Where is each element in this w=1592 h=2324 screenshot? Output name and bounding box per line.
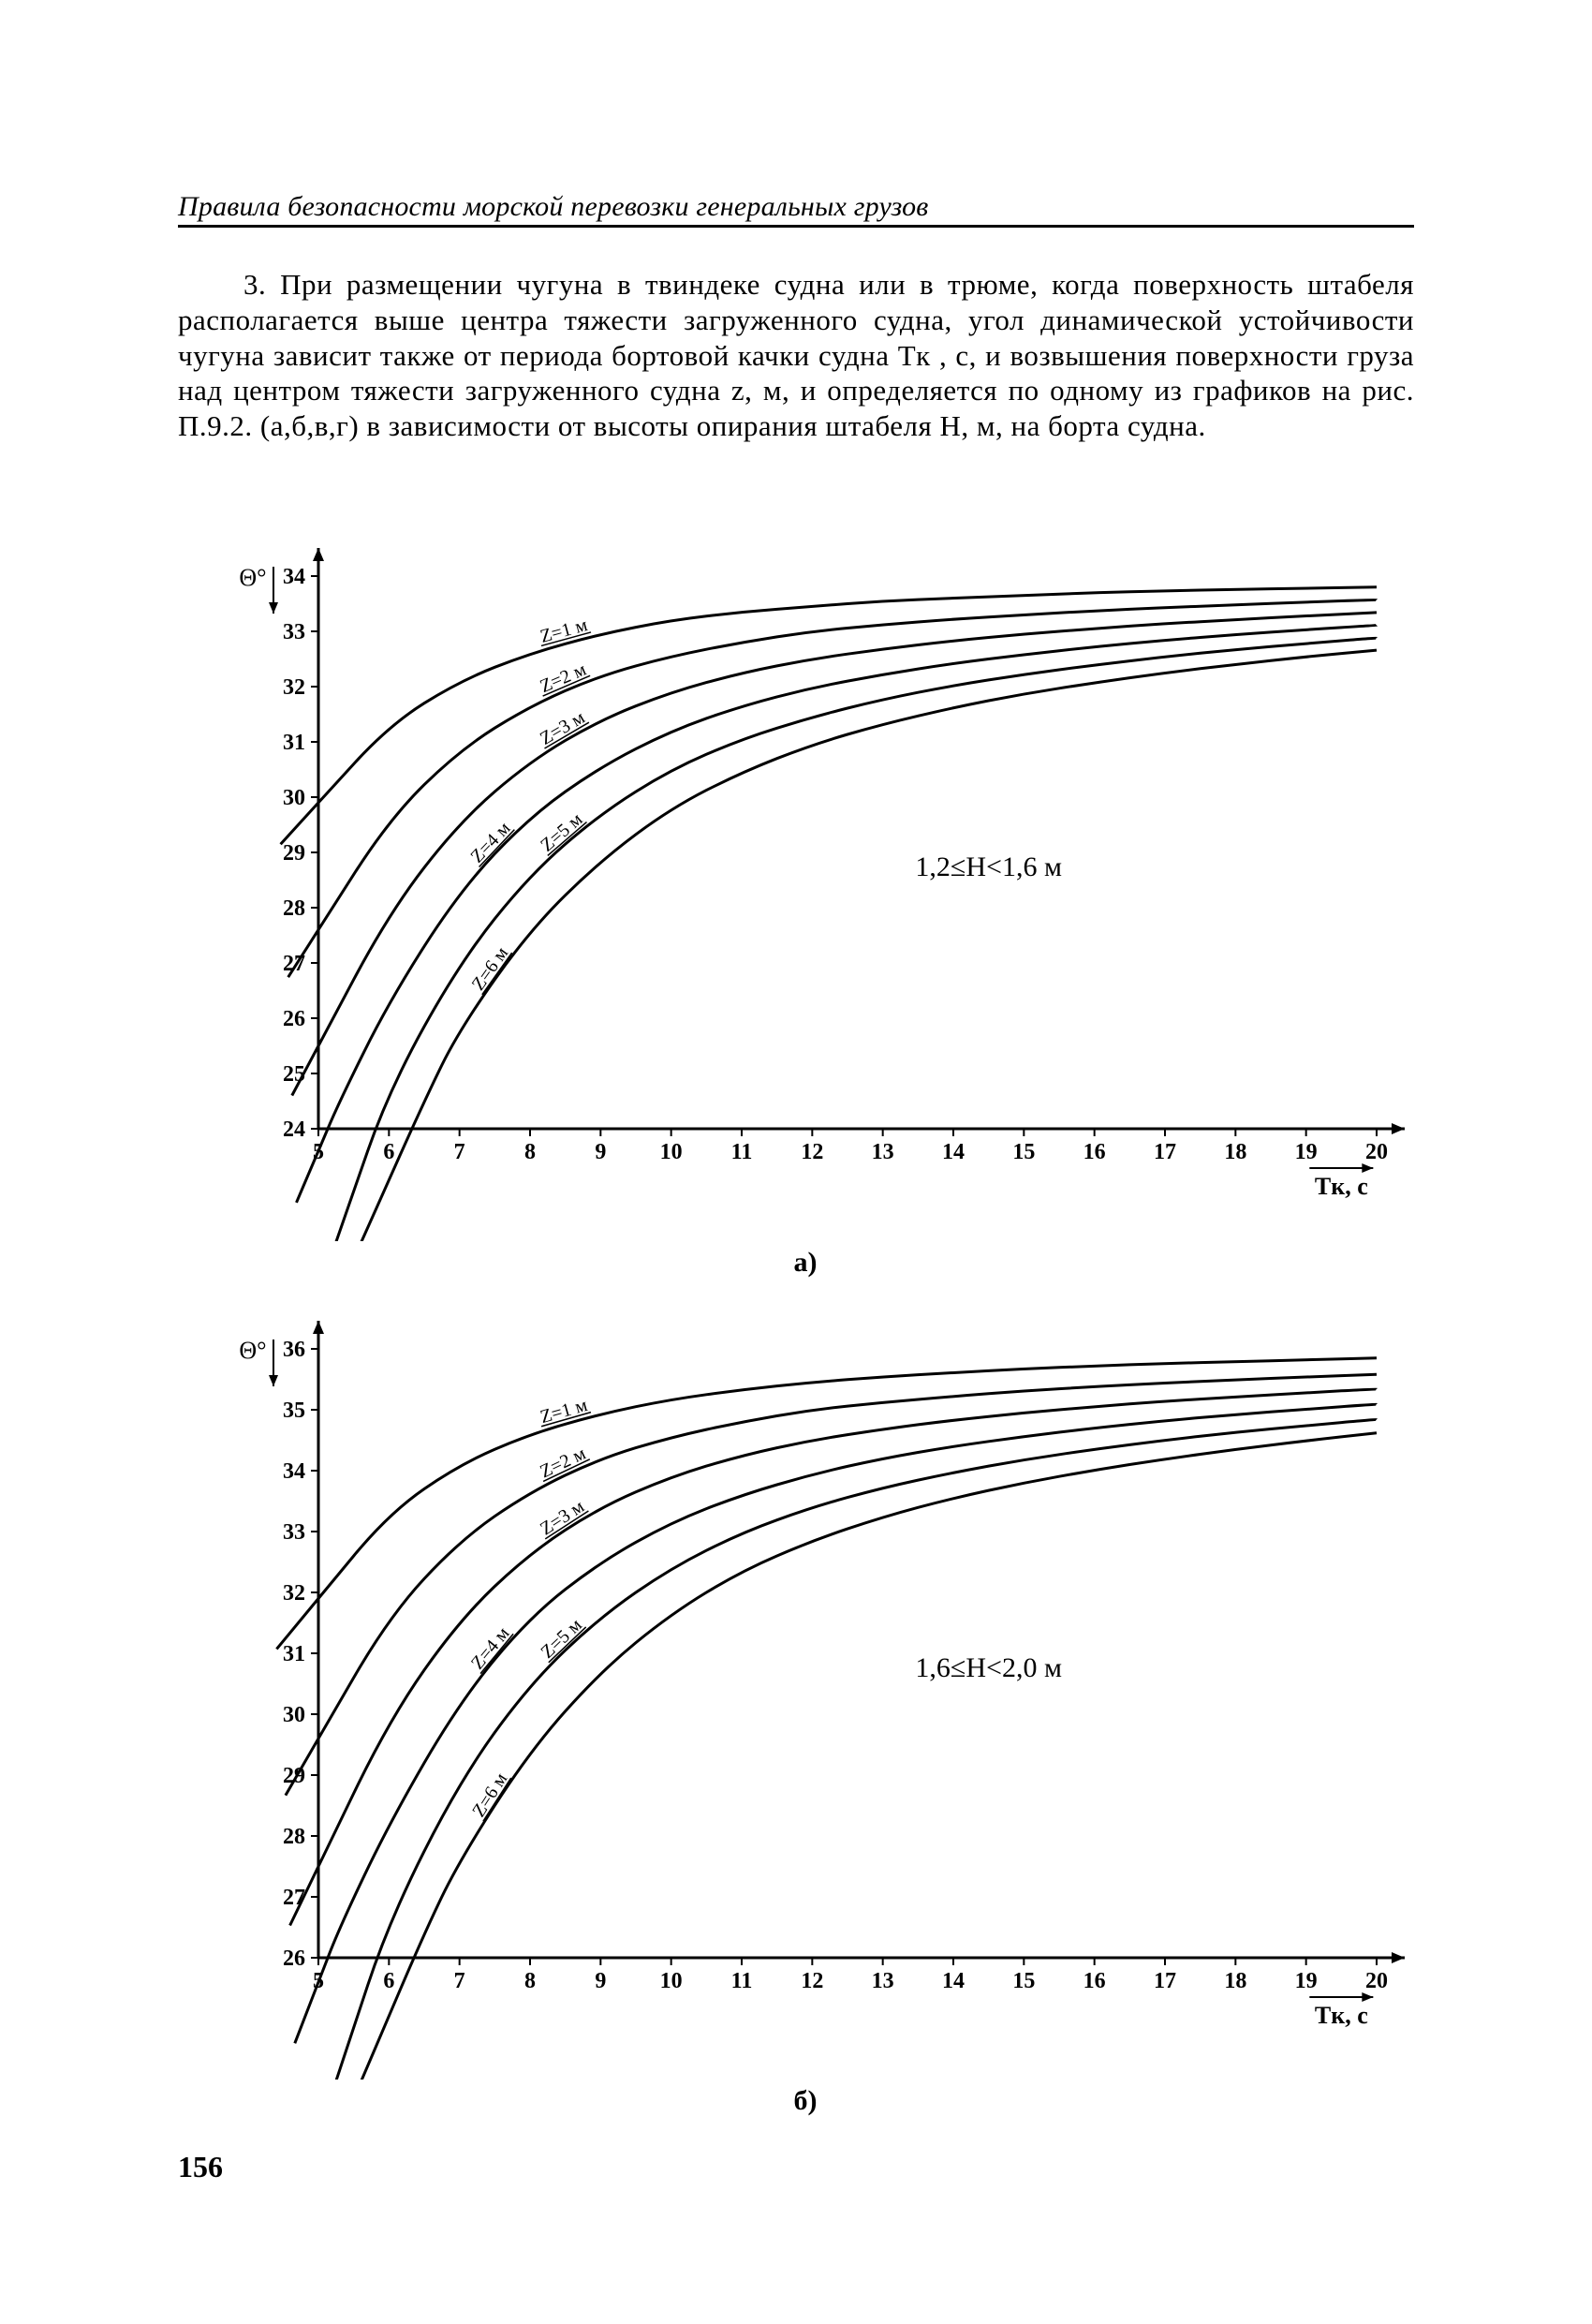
- svg-text:6: 6: [383, 1969, 394, 1993]
- svg-text:20: 20: [1365, 1969, 1388, 1993]
- svg-text:7: 7: [454, 1140, 465, 1164]
- svg-text:Tк, с: Tк, с: [1315, 2002, 1368, 2029]
- svg-text:17: 17: [1154, 1140, 1176, 1164]
- svg-text:16: 16: [1083, 1140, 1106, 1164]
- svg-text:29: 29: [283, 841, 305, 866]
- svg-text:24: 24: [283, 1118, 305, 1142]
- svg-text:12: 12: [801, 1969, 823, 1993]
- paragraph-text: 3. При размещении чугуна в твиндеке судн…: [178, 268, 1414, 442]
- curve: [326, 1419, 1377, 2080]
- svg-text:12: 12: [801, 1140, 823, 1164]
- svg-text:18: 18: [1224, 1140, 1246, 1164]
- svg-text:18: 18: [1224, 1969, 1246, 1993]
- svg-text:17: 17: [1154, 1969, 1176, 1993]
- svg-text:19: 19: [1295, 1969, 1318, 1993]
- svg-text:9: 9: [595, 1140, 606, 1164]
- svg-text:32: 32: [283, 1581, 305, 1606]
- svg-text:30: 30: [283, 786, 305, 810]
- svg-text:10: 10: [660, 1969, 683, 1993]
- svg-text:10: 10: [660, 1140, 683, 1164]
- chart-a: Θ°24252627282930313233345678910111213141…: [197, 529, 1414, 1279]
- svg-text:13: 13: [872, 1140, 894, 1164]
- svg-text:15: 15: [1012, 1140, 1035, 1164]
- paragraph-3: 3. При размещении чугуна в твиндеке судн…: [178, 267, 1414, 444]
- svg-text:33: 33: [283, 620, 305, 644]
- svg-text:8: 8: [524, 1140, 536, 1164]
- curve: [328, 638, 1377, 1241]
- chart-condition-label: 1,6≤H<2,0 м: [915, 1652, 1062, 1683]
- svg-text:28: 28: [283, 1825, 305, 1849]
- curve-label: Z=1 м: [538, 1395, 590, 1428]
- page-header: Правила безопасности морской перевозки г…: [178, 191, 1414, 228]
- svg-text:7: 7: [454, 1969, 465, 1993]
- svg-text:14: 14: [942, 1969, 965, 1993]
- svg-text:32: 32: [283, 675, 305, 700]
- svg-text:16: 16: [1083, 1969, 1106, 1993]
- svg-text:28: 28: [283, 896, 305, 921]
- chart-a-caption: а): [197, 1247, 1414, 1279]
- svg-text:13: 13: [872, 1969, 894, 1993]
- svg-text:Tк, с: Tк, с: [1315, 1173, 1368, 1200]
- svg-text:19: 19: [1295, 1140, 1318, 1164]
- svg-text:31: 31: [283, 731, 305, 755]
- svg-text:8: 8: [524, 1969, 536, 1993]
- svg-text:Θ°: Θ°: [239, 564, 266, 591]
- svg-text:31: 31: [283, 1642, 305, 1666]
- svg-text:33: 33: [283, 1520, 305, 1545]
- svg-text:9: 9: [595, 1969, 606, 1993]
- svg-text:30: 30: [283, 1703, 305, 1727]
- svg-text:15: 15: [1012, 1969, 1035, 1993]
- chart-b-caption: б): [197, 2085, 1414, 2117]
- svg-text:34: 34: [283, 1459, 305, 1484]
- curve: [349, 1433, 1377, 2080]
- curve-label: Z=6 м: [468, 1769, 511, 1821]
- svg-text:6: 6: [383, 1140, 394, 1164]
- svg-text:26: 26: [283, 1947, 305, 1971]
- svg-text:35: 35: [283, 1399, 305, 1423]
- curve: [352, 650, 1377, 1241]
- svg-text:36: 36: [283, 1338, 305, 1362]
- curve: [281, 587, 1377, 844]
- svg-text:26: 26: [283, 1007, 305, 1031]
- svg-text:11: 11: [731, 1140, 753, 1164]
- svg-text:Θ°: Θ°: [239, 1337, 266, 1364]
- chart-b: Θ°26272829303132333435365678910111213141…: [197, 1302, 1414, 2117]
- page-number: 156: [178, 2150, 223, 2184]
- svg-text:11: 11: [731, 1969, 753, 1993]
- svg-text:14: 14: [942, 1140, 965, 1164]
- svg-text:20: 20: [1365, 1140, 1388, 1164]
- chart-condition-label: 1,2≤H<1,6 м: [915, 851, 1062, 882]
- svg-text:34: 34: [283, 565, 305, 589]
- curve-label: Z=1 м: [538, 614, 590, 647]
